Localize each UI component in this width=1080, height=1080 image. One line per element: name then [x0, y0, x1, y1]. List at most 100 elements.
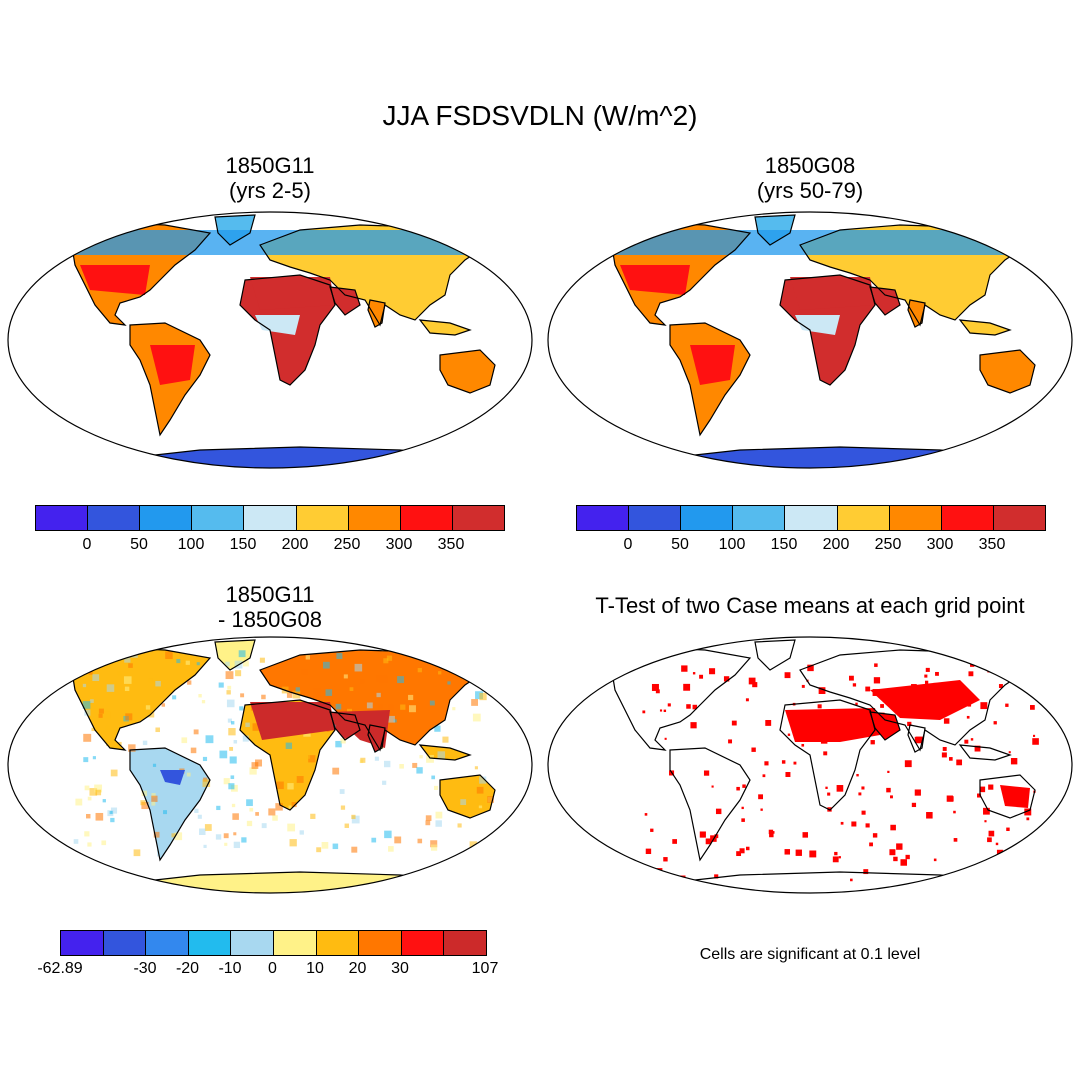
sig-australia — [1000, 785, 1030, 808]
diff-cell — [458, 650, 464, 657]
sig-cell — [752, 682, 758, 688]
sig-cell — [945, 695, 948, 698]
sig-cell — [655, 689, 660, 694]
sig-cell — [970, 738, 974, 741]
sig-cell — [877, 714, 881, 717]
sig-cell — [1005, 703, 1009, 707]
sig-cell — [905, 854, 910, 860]
sig-cell — [880, 704, 884, 708]
coastline-india — [367, 299, 386, 328]
coastline-northAmerica — [69, 647, 212, 751]
sig-cell — [667, 703, 671, 707]
diff-cell — [174, 832, 183, 841]
diff-cell — [89, 788, 98, 796]
na-warm-core — [620, 265, 690, 295]
diff-cell — [225, 671, 234, 680]
sig-cell — [709, 668, 716, 675]
diff-cell — [351, 815, 360, 824]
coastline-northAmerica — [69, 222, 212, 326]
diff-cell — [323, 661, 330, 669]
sig-cell — [848, 714, 855, 722]
colorbar-swatch — [400, 506, 453, 530]
sig-cell — [715, 808, 722, 815]
diff-cell — [240, 693, 245, 698]
diff-cell — [296, 776, 304, 783]
sig-cell — [820, 737, 828, 744]
sig-asia — [870, 680, 980, 720]
diff-cell — [227, 685, 232, 690]
diff-cell — [227, 718, 232, 723]
sig-cell — [768, 829, 774, 835]
globe-outline — [547, 211, 1073, 469]
diff-cell — [376, 692, 381, 698]
diff-cell — [117, 671, 122, 676]
sig-cell — [874, 720, 878, 723]
sig-cell — [851, 821, 857, 827]
diff-cell — [219, 750, 228, 759]
map-top-left — [7, 211, 533, 469]
diff-cell — [419, 755, 423, 759]
amazon-diff — [160, 770, 185, 785]
diff-cell — [467, 672, 475, 680]
diff-cell — [83, 733, 92, 742]
diff-cell — [151, 793, 156, 798]
colorbar-tick-label: 300 — [926, 536, 954, 553]
diff-cell — [128, 663, 133, 668]
diff-cell — [92, 756, 96, 760]
colorbar-tick-label: 10 — [306, 960, 324, 977]
sig-cell — [855, 702, 858, 706]
sig-cell — [723, 676, 730, 682]
colorbar-tick-label: 30 — [391, 960, 409, 977]
sig-cell — [1014, 800, 1018, 804]
colorbar-tick-label: 250 — [333, 536, 361, 553]
coastline-northAmerica — [609, 222, 752, 326]
diff-cell — [438, 658, 443, 662]
diff-cell — [360, 757, 366, 763]
sig-cell — [933, 858, 937, 862]
sig-cell — [781, 760, 786, 764]
colorbar-tick-label: 20 — [348, 960, 367, 977]
land-greenland — [215, 640, 255, 670]
africa-band — [255, 315, 300, 335]
sig-cell — [953, 810, 956, 814]
africa-band — [795, 315, 840, 335]
sig-cell — [825, 786, 828, 789]
diff-cell — [75, 798, 83, 806]
diff-cell — [437, 650, 442, 654]
diff-cell — [142, 740, 148, 746]
diff-cell — [316, 847, 322, 853]
diff-cell — [110, 769, 118, 777]
diff-cell — [110, 807, 118, 814]
colorbar-top-left — [35, 505, 505, 531]
diff-cell — [199, 828, 206, 835]
colorbar-tick-label: 250 — [874, 536, 902, 553]
land-northAmerica — [70, 648, 210, 750]
sig-cell — [911, 684, 917, 690]
sig-cell — [742, 784, 746, 788]
diff-cell — [475, 691, 483, 700]
diff-cell — [141, 801, 149, 810]
panel-title-top-left: 1850G11 (yrs 2-5) — [170, 153, 370, 203]
diff-cell — [202, 756, 208, 762]
diff-cell — [215, 834, 222, 840]
diff-cell — [245, 722, 250, 728]
diff-cell — [83, 757, 89, 763]
diff-cell — [408, 705, 416, 713]
sig-cell — [1032, 738, 1039, 745]
sig-cell — [771, 831, 775, 834]
diff-cell — [230, 721, 235, 725]
sig-cell — [904, 705, 911, 711]
diff-cell — [171, 833, 176, 838]
sig-cell — [801, 684, 805, 688]
sig-cell — [1021, 851, 1025, 854]
sig-cell — [870, 740, 875, 745]
sig-cell — [681, 665, 688, 672]
diff-cell — [388, 704, 394, 710]
sig-cell — [692, 704, 698, 710]
sig-cell — [911, 802, 917, 808]
colorbar-swatch — [231, 931, 274, 955]
land-seAsia — [960, 320, 1010, 335]
sig-cell — [745, 846, 750, 851]
colorbar-swatch — [359, 931, 402, 955]
sig-cell — [865, 686, 871, 692]
